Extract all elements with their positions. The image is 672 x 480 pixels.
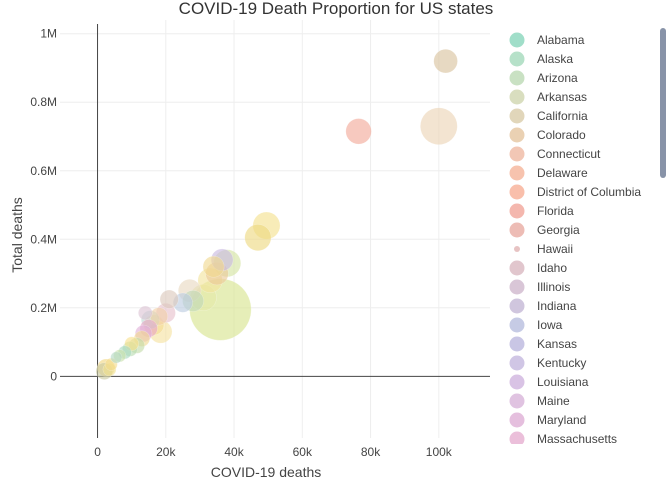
legend-marker <box>509 279 525 295</box>
legend-item[interactable]: Kansas <box>509 336 578 352</box>
legend-marker <box>509 108 525 124</box>
scatter-point[interactable] <box>420 107 458 145</box>
legend-scrollbar-thumb[interactable] <box>660 28 666 178</box>
scatter-point[interactable] <box>138 305 153 321</box>
legend-label: Delaware <box>537 166 588 180</box>
y-tick-label: 0.2M <box>30 301 57 315</box>
legend-marker <box>509 374 525 390</box>
legend-label: Alaska <box>537 52 573 66</box>
legend-item[interactable]: Georgia <box>509 222 581 238</box>
legend-marker <box>509 222 525 238</box>
legend-item[interactable]: Illinois <box>509 279 571 295</box>
legend-scrollbar-track[interactable] <box>659 28 667 438</box>
legend-marker <box>509 51 525 67</box>
legend-label: Indiana <box>537 299 577 313</box>
legend-label: Illinois <box>537 280 570 294</box>
legend-marker <box>509 89 525 105</box>
legend-label: Arkansas <box>537 90 587 104</box>
legend-item[interactable]: Iowa <box>509 317 563 333</box>
legend-marker <box>509 336 525 352</box>
chart-title: COVID-19 Death Proportion for US states <box>179 0 494 18</box>
legend-label: Louisiana <box>537 375 589 389</box>
grid-lines <box>60 20 490 438</box>
legend-label: Alabama <box>537 33 585 47</box>
legend-label: Colorado <box>537 128 586 142</box>
scatter-point[interactable] <box>110 351 123 364</box>
legend-marker <box>509 298 525 314</box>
legend-label: Florida <box>537 204 574 218</box>
legend-marker <box>509 70 525 86</box>
legend-marker <box>509 127 525 143</box>
legend-item[interactable]: Arkansas <box>509 89 588 105</box>
scatter-point[interactable] <box>159 289 179 309</box>
tick-labels: 0 20k 40k 60k 80k 100k 0 0.2M 0.4M 0.6M 0.8M 1M <box>30 27 453 459</box>
x-tick-label: 20k <box>156 445 176 459</box>
scatter-point[interactable] <box>433 48 458 74</box>
legend-item[interactable]: Indiana <box>509 298 577 314</box>
data-points <box>95 48 458 380</box>
legend-marker <box>509 32 525 48</box>
legend-item[interactable]: California <box>509 108 589 124</box>
legend[interactable]: Alabama Alaska Arizona Arkansas California Co… <box>500 32 672 480</box>
legend-item[interactable]: Florida <box>509 203 575 219</box>
legend-label: Maryland <box>537 413 586 427</box>
scatter-point[interactable] <box>202 255 225 278</box>
legend-marker <box>509 203 525 219</box>
legend-clip <box>500 444 672 480</box>
legend-marker <box>509 317 525 333</box>
legend-item[interactable]: Kentucky <box>509 355 587 371</box>
legend-label: Arizona <box>537 71 578 85</box>
legend-item[interactable]: Arizona <box>509 70 579 86</box>
legend-marker <box>509 412 525 428</box>
legend-item[interactable]: Alaska <box>509 51 574 67</box>
x-tick-label: 60k <box>293 445 313 459</box>
legend-label: Massachusetts <box>537 432 617 446</box>
y-tick-label: 1M <box>40 27 57 41</box>
legend-marker <box>509 393 525 409</box>
legend-label: Georgia <box>537 223 580 237</box>
legend-label: Iowa <box>537 318 563 332</box>
scatter-point[interactable] <box>244 224 272 252</box>
y-tick-label: 0.6M <box>30 164 57 178</box>
legend-label: District of Columbia <box>537 185 641 199</box>
legend-item[interactable]: Delaware <box>509 165 589 181</box>
legend-item[interactable]: Connecticut <box>509 146 602 162</box>
legend-item[interactable]: Maine <box>509 393 571 409</box>
legend-item[interactable]: Massachusetts <box>509 431 618 447</box>
legend-marker <box>509 431 525 447</box>
legend-label: Connecticut <box>537 147 601 161</box>
legend-marker <box>509 260 525 276</box>
legend-marker <box>509 355 525 371</box>
x-tick-label: 40k <box>224 445 244 459</box>
legend-label: Kentucky <box>537 356 586 370</box>
x-axis-title: COVID-19 deaths <box>211 464 322 480</box>
legend-marker <box>514 246 520 252</box>
x-tick-label: 100k <box>426 445 453 459</box>
scatter-point[interactable] <box>345 118 372 145</box>
legend-marker <box>509 165 525 181</box>
x-tick-label: 80k <box>361 445 381 459</box>
legend-marker <box>509 184 525 200</box>
legend-item[interactable]: Louisiana <box>509 374 589 390</box>
y-tick-label: 0 <box>50 369 57 383</box>
legend-label: Kansas <box>537 337 577 351</box>
legend-label: Hawaii <box>537 242 573 256</box>
y-tick-label: 0.4M <box>30 232 57 246</box>
legend-item[interactable]: Idaho <box>509 260 568 276</box>
legend-item[interactable]: District of Columbia <box>509 184 642 200</box>
legend-item[interactable]: Hawaii <box>514 242 573 256</box>
legend-label: Idaho <box>537 261 567 275</box>
legend-item[interactable]: Alabama <box>509 32 585 48</box>
legend-item[interactable]: Colorado <box>509 127 587 143</box>
x-tick-label: 0 <box>94 445 101 459</box>
legend-marker <box>509 146 525 162</box>
y-tick-label: 0.8M <box>30 95 57 109</box>
legend-label: Maine <box>537 394 570 408</box>
y-axis-title: Total deaths <box>9 197 25 273</box>
legend-item[interactable]: Maryland <box>509 412 587 428</box>
legend-label: California <box>537 109 588 123</box>
